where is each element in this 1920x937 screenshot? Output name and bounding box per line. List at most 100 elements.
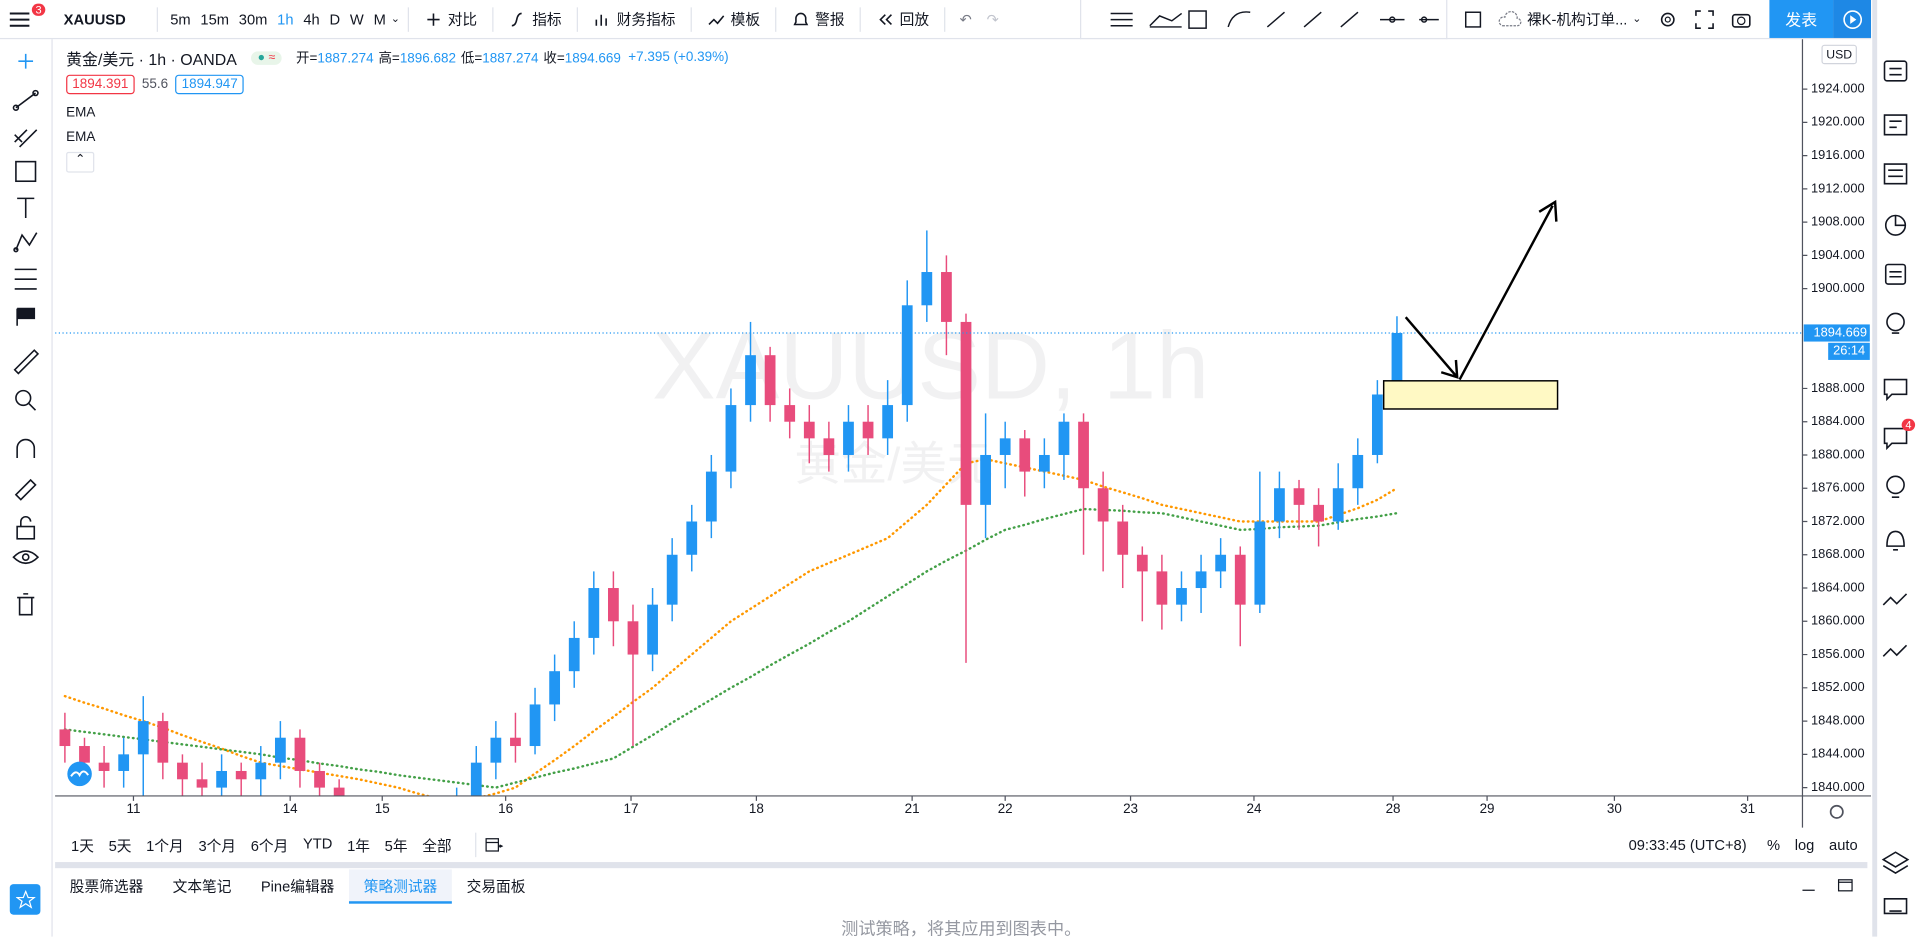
scale-option[interactable]: auto xyxy=(1829,836,1858,854)
ema-line xyxy=(63,507,1399,789)
range-button[interactable]: 全部 xyxy=(422,836,452,855)
cloud-icon xyxy=(1498,10,1522,26)
arrow-down[interactable] xyxy=(1404,316,1459,379)
ask[interactable]: 1894.947 xyxy=(175,74,244,95)
scale-option[interactable]: log xyxy=(1794,836,1815,854)
goto-date[interactable] xyxy=(483,835,504,855)
sidebar-icons[interactable] xyxy=(1877,0,1920,937)
indicator-label[interactable]: EMA xyxy=(66,105,96,121)
legend-title[interactable]: 黄金/美元 · 1h · OANDA xyxy=(66,49,237,68)
replay-button[interactable] xyxy=(1833,0,1872,38)
menu-button[interactable]: 3 xyxy=(0,1,51,38)
quote-row: 1894.391 55.6 1894.947 xyxy=(66,73,728,95)
range-button[interactable]: YTD xyxy=(302,834,333,852)
candle-body xyxy=(960,321,972,505)
logo xyxy=(67,761,92,787)
range-button[interactable]: 6个月 xyxy=(250,836,289,855)
candle-body xyxy=(764,355,776,406)
layout-selector[interactable]: 裸K-机构订单... ⌄ xyxy=(1498,9,1642,30)
y-tick-label: 1888.000 xyxy=(1811,380,1865,395)
toolbar-button[interactable]: 指标 xyxy=(500,1,569,38)
date-ranges: 1天 5天 1个月 3个月 6个月 YTD 1年 5年 全部 xyxy=(65,834,458,855)
interval-button[interactable]: 5m xyxy=(170,10,191,28)
range-button[interactable]: 1天 xyxy=(71,836,94,855)
range-button[interactable]: 1年 xyxy=(347,836,370,855)
scale-option[interactable]: % xyxy=(1766,836,1781,854)
drawing-tools[interactable] xyxy=(0,39,51,937)
collapse-button[interactable]: ⌃ xyxy=(66,151,95,173)
ohlc-item: 高=1896.682 xyxy=(378,48,456,68)
ohlc-value: 1896.682 xyxy=(399,51,457,67)
panel-tab[interactable]: Pine编辑器 xyxy=(260,877,335,896)
interval-button[interactable]: M xyxy=(373,10,386,28)
x-tick-label: 24 xyxy=(1246,801,1261,816)
candle-body xyxy=(235,770,247,780)
intervals: 5m 15m 30m 1h 4h D W M xyxy=(165,10,390,27)
y-tick-label: 1860.000 xyxy=(1811,613,1865,628)
candle-body xyxy=(686,521,698,555)
separator xyxy=(491,6,494,32)
axis-settings[interactable] xyxy=(1829,804,1844,819)
interval-button[interactable]: W xyxy=(349,10,364,28)
candle-body xyxy=(137,721,149,755)
panel-message: 测试策略，将其应用到图表中。 xyxy=(841,918,1082,937)
last-price-box xyxy=(1803,324,1870,342)
panel-tab[interactable]: 股票筛选器 xyxy=(69,877,144,896)
range-button[interactable]: 1个月 xyxy=(146,836,184,855)
interval-button[interactable]: 15m xyxy=(200,10,230,28)
favorites-button[interactable] xyxy=(9,884,41,915)
market-status[interactable]: ● ≈ xyxy=(251,50,282,65)
symbol[interactable]: XAUUSD xyxy=(63,10,126,28)
clock[interactable]: 09:33:45 (UTC+8) xyxy=(1628,836,1747,854)
candle-body xyxy=(470,762,482,796)
toolbar-button[interactable]: 模板 xyxy=(699,1,768,38)
candle-body xyxy=(1038,454,1050,472)
interval-dropdown[interactable]: ⌄ xyxy=(390,12,400,25)
toolbar-button[interactable]: 警报 xyxy=(783,1,852,38)
candle-body xyxy=(1117,521,1129,555)
x-tick-label: 17 xyxy=(624,801,639,816)
interval-button[interactable]: 1h xyxy=(277,10,294,28)
maximize[interactable] xyxy=(1837,877,1854,894)
bid[interactable]: 1894.391 xyxy=(66,74,135,95)
toolbar-button[interactable]: 对比 xyxy=(416,1,485,38)
candle-body xyxy=(1019,438,1031,472)
interval-button[interactable]: 30m xyxy=(238,10,268,28)
x-tick-label: 31 xyxy=(1740,801,1755,816)
layout-icon[interactable] xyxy=(1463,9,1483,29)
interval-button[interactable]: D xyxy=(329,10,341,28)
candle-body xyxy=(1391,332,1403,395)
minimize[interactable] xyxy=(1800,877,1817,894)
arrow-up[interactable] xyxy=(1458,199,1558,381)
range-button[interactable]: 5年 xyxy=(384,836,408,855)
drawing-tools[interactable] xyxy=(1086,7,1441,31)
chat-badge: 4 xyxy=(1901,418,1916,432)
range-button[interactable]: 3个月 xyxy=(198,836,237,855)
fullscreen-icon[interactable] xyxy=(1693,8,1715,30)
redo[interactable]: ↷ xyxy=(986,10,1000,28)
panel-tab[interactable]: 策略测试器 xyxy=(349,869,452,904)
candle-body xyxy=(784,405,796,422)
zone-box[interactable] xyxy=(1382,380,1559,410)
toolbar-button[interactable]: 财务指标 xyxy=(585,1,683,38)
indicator-label[interactable]: EMA xyxy=(66,129,96,145)
separator xyxy=(690,6,692,32)
toolbar-button[interactable]: 回放 xyxy=(868,1,937,38)
range-button[interactable]: 5天 xyxy=(108,836,132,855)
snapshot-icon[interactable] xyxy=(1730,8,1752,30)
candle-body xyxy=(705,471,717,522)
interval-button[interactable]: 4h xyxy=(303,10,320,28)
y-tick-label: 1872.000 xyxy=(1811,513,1865,528)
candle-body xyxy=(314,770,325,788)
button-label: 对比 xyxy=(447,11,478,29)
settings-icon[interactable] xyxy=(1657,8,1679,30)
publish-button[interactable]: 发表 xyxy=(1769,0,1834,38)
panel-tab[interactable]: 文本笔记 xyxy=(172,877,232,896)
panel-tab[interactable]: 交易面板 xyxy=(466,877,526,896)
candle-body xyxy=(353,804,364,821)
x-tick-label: 14 xyxy=(283,801,298,816)
separator xyxy=(943,6,945,32)
undo[interactable]: ↶ xyxy=(959,10,972,28)
y-tick-label: 1924.000 xyxy=(1811,80,1865,95)
star-icon xyxy=(15,889,35,909)
